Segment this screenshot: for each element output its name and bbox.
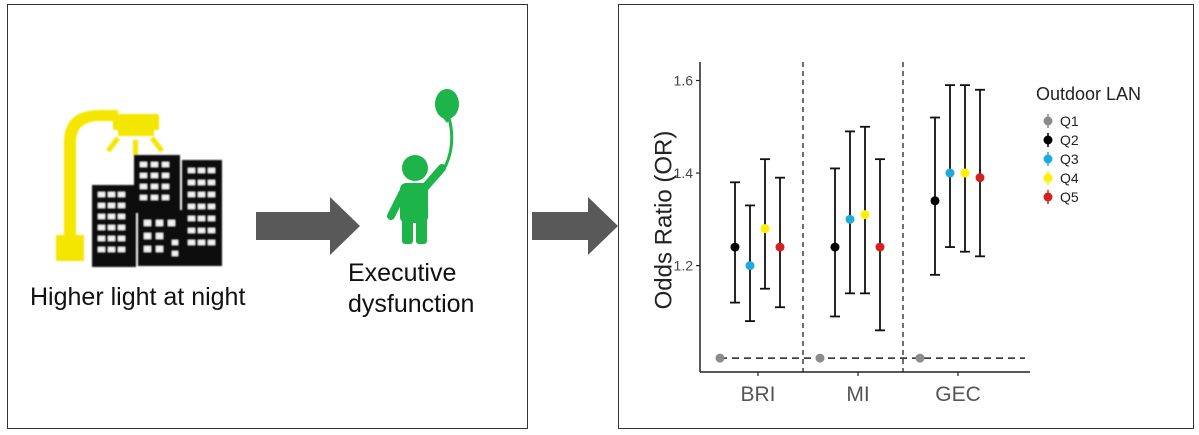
legend-key [1043,116,1053,126]
outcome-line-2: dysfunction [348,290,475,318]
city-buildings-icon [92,155,222,267]
legend-key [1043,192,1053,202]
data-point [915,353,925,363]
legend-key [1043,154,1053,164]
data-point [945,168,955,178]
legend-label: Q2 [1060,132,1079,148]
data-point [745,261,755,271]
arrow-right-icon [532,197,618,255]
data-point [760,224,770,234]
y-axis-label: Odds Ratio (OR) [650,131,677,310]
legend-label: Q4 [1060,170,1079,186]
data-point [815,353,825,363]
data-point [960,168,970,178]
data-point [845,214,855,224]
x-tick-label: GEC [935,383,981,406]
legend-key [1043,135,1053,145]
data-point [830,242,840,252]
y-tick-label: 1.2 [674,258,694,274]
streetlight-icon [56,110,164,261]
x-tick-label: MI [846,383,869,406]
outcome-label: Executive dysfunction [348,258,518,320]
legend-title: Outdoor LAN [1036,84,1141,104]
legend-key [1043,173,1053,183]
x-tick-label: BRI [740,383,775,406]
data-point [975,173,985,183]
data-point [730,242,740,252]
legend-label: Q1 [1060,113,1079,129]
chart: Odds Ratio (OR) Outdoor LAN 1.2 1.4 1.6 BRI… [650,62,1141,406]
legend-label: Q5 [1060,189,1079,205]
legend-label: Q3 [1060,151,1079,167]
child-with-balloon-icon [387,89,459,244]
y-tick-label: 1.6 [674,73,694,89]
data-point [715,353,725,363]
data-point [775,242,785,252]
data-point [860,210,870,220]
data-point [930,196,940,206]
outcome-line-1: Executive [348,259,457,287]
data-point [875,242,885,252]
exposure-label: Higher light at night [30,283,246,311]
arrow-right-icon [256,197,360,255]
y-tick-label: 1.4 [674,165,694,181]
